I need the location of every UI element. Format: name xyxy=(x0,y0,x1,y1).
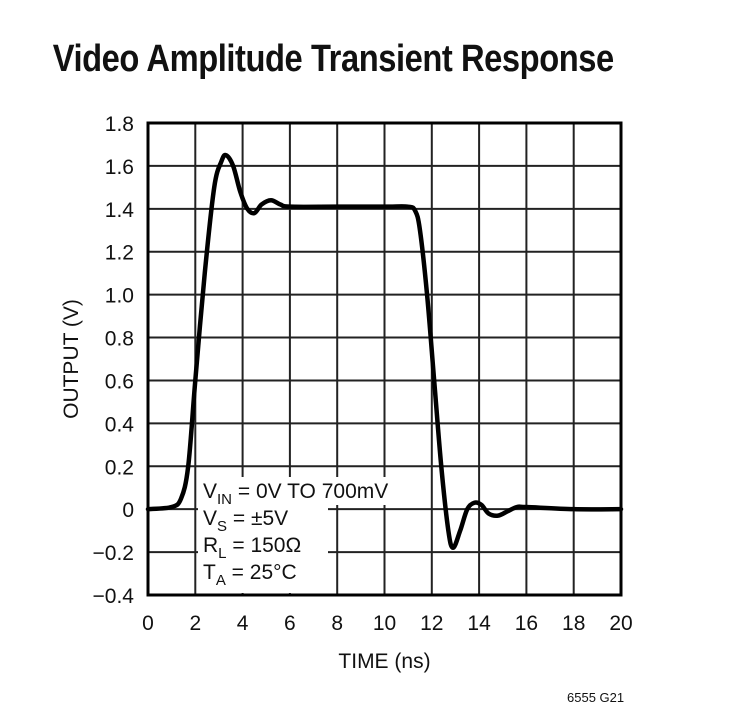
output-curve xyxy=(145,152,624,551)
x-tick-label: 18 xyxy=(562,612,585,635)
x-tick-label: 12 xyxy=(420,612,443,635)
y-axis-label: OUTPUT (V) xyxy=(60,299,83,419)
x-tick-label: 16 xyxy=(515,612,538,635)
plot-frame xyxy=(146,121,623,597)
y-tick-label: 0.4 xyxy=(105,413,135,436)
y-tick-label: 0 xyxy=(122,499,134,522)
x-tick-label: 8 xyxy=(331,612,343,635)
y-tick-label: 1.4 xyxy=(105,199,135,222)
annotation-background xyxy=(198,477,416,505)
chart-title: Video Amplitude Transient Response xyxy=(52,38,614,80)
x-axis-label: TIME (ns) xyxy=(338,650,430,673)
y-tick-label: 1.0 xyxy=(105,285,134,308)
x-tick-label: 4 xyxy=(237,612,249,635)
figure-code: 6555 G21 xyxy=(567,690,625,705)
y-tick-label: −0.2 xyxy=(93,542,134,565)
x-tick-label: 10 xyxy=(373,612,396,635)
x-tick-label: 6 xyxy=(284,612,296,635)
y-tick-label: 1.2 xyxy=(105,242,134,265)
test-condition: RL = 150Ω xyxy=(203,534,301,562)
x-tick-label: 20 xyxy=(609,612,632,635)
annotation-background xyxy=(198,505,328,593)
y-tick-label: 0.8 xyxy=(105,328,134,351)
y-tick-label: 1.8 xyxy=(105,113,134,136)
x-tick-label: 2 xyxy=(189,612,201,635)
test-condition: VIN = 0V TO 700mV xyxy=(203,480,388,508)
y-tick-label: −0.4 xyxy=(93,585,135,608)
x-tick-label: 0 xyxy=(142,612,154,635)
y-axis-ticks: 1.8 1.6 1.4 1.2 1.0 0.8 0.6 0.4 0.2 0 −0.2 −0.4 xyxy=(93,113,135,608)
y-tick-label: 0.6 xyxy=(105,370,134,393)
x-axis-ticks: 0 2 4 6 8 10 12 14 16 18 20 xyxy=(142,612,633,635)
y-tick-label: 1.6 xyxy=(105,156,134,179)
test-condition: VS = ±5V xyxy=(203,507,288,535)
y-tick-label: 0.2 xyxy=(105,456,134,479)
x-tick-label: 14 xyxy=(467,612,491,635)
test-condition: TA = 25°C xyxy=(203,561,297,589)
